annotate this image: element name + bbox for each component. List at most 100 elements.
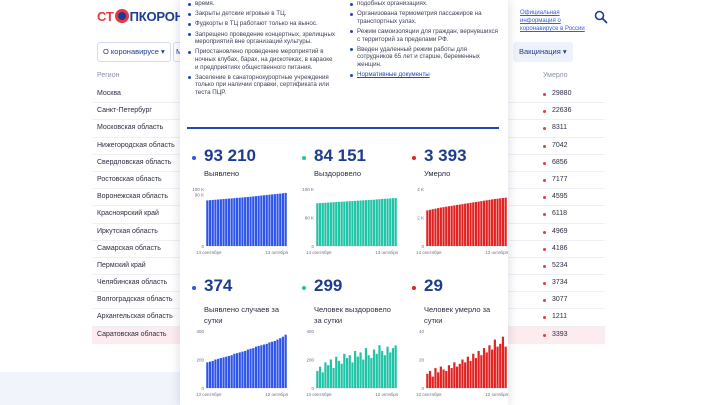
chart-bar bbox=[386, 346, 389, 388]
nav-about-covid[interactable]: О коронавирусе ▾ bbox=[97, 42, 171, 62]
y-tick-label: 400 bbox=[196, 329, 204, 334]
chart-bar bbox=[375, 353, 378, 388]
region-deaths: 5234 bbox=[552, 261, 568, 269]
footer-block bbox=[0, 372, 180, 405]
chart-bar bbox=[211, 360, 214, 388]
region-name: Московская область bbox=[97, 124, 164, 132]
official-info-link[interactable]: Официальная информация о коронавирусе в … bbox=[520, 10, 585, 32]
x-start-label: 13 сентября bbox=[196, 392, 222, 397]
region-name: Иркутская область bbox=[97, 227, 158, 235]
chart-bar bbox=[321, 372, 324, 389]
chart-bar bbox=[206, 200, 209, 246]
restriction-item: Приостановлено проведение мероприятий в … bbox=[187, 48, 335, 71]
region-name: Москва bbox=[97, 90, 121, 97]
chart-bar bbox=[343, 201, 346, 246]
chart-bar bbox=[340, 363, 343, 388]
chart-bar bbox=[279, 338, 282, 389]
chart-bar bbox=[230, 198, 233, 246]
x-end-label: 13 октября bbox=[375, 250, 398, 255]
chart-bar bbox=[442, 207, 445, 246]
chart-bar bbox=[246, 349, 249, 388]
regulatory-docs-link[interactable]: Нормативные документы bbox=[349, 71, 499, 79]
y-tick-label: 4 K bbox=[417, 187, 424, 192]
region-name: Нижегородская область bbox=[97, 141, 175, 149]
chart-bar bbox=[225, 356, 228, 388]
chart-bar bbox=[472, 353, 475, 388]
chart-bar bbox=[431, 209, 434, 246]
mini-bar-chart: 4 K 2 K 014 сентября 13 октября bbox=[416, 187, 508, 255]
region-deaths: 7177 bbox=[552, 175, 568, 183]
chart-bar bbox=[249, 196, 252, 246]
chart-bar bbox=[466, 203, 469, 246]
chart-bar bbox=[348, 355, 351, 388]
chart-bar bbox=[329, 359, 332, 388]
chart-bar bbox=[394, 345, 397, 388]
stat-value: 3 393 bbox=[424, 146, 467, 165]
chart-bar bbox=[327, 202, 330, 246]
restriction-item: Организована термометрия пассажиров на т… bbox=[349, 10, 499, 25]
chart-bar bbox=[362, 200, 365, 246]
deaths-dot-icon bbox=[543, 110, 546, 114]
chart-bar bbox=[262, 195, 266, 246]
chart-bar bbox=[281, 336, 285, 388]
chart-bar bbox=[217, 358, 220, 388]
chart-bar bbox=[222, 199, 225, 246]
chart-bar bbox=[318, 203, 322, 246]
y-tick-label: 200 bbox=[306, 357, 314, 362]
chart-bar bbox=[335, 202, 338, 246]
restrictions-list-left: время. Закрыты детские игровые в ТЦ. Фудко… bbox=[187, 0, 335, 99]
y-tick-label: 0 bbox=[201, 386, 204, 391]
chart-bar bbox=[362, 359, 365, 388]
chart-bar bbox=[359, 352, 362, 389]
search-icon[interactable] bbox=[594, 10, 608, 24]
chart-bar bbox=[271, 341, 274, 388]
stat-label: Выявлено bbox=[204, 169, 240, 178]
chart-bar bbox=[227, 355, 231, 388]
region-name: Красноярский край bbox=[97, 210, 159, 218]
chart-bar bbox=[431, 376, 434, 388]
y-tick-label: 0 bbox=[421, 386, 424, 391]
region-deaths: 3734 bbox=[552, 279, 568, 287]
region-deaths: 7042 bbox=[552, 141, 568, 149]
chart-bar bbox=[367, 355, 370, 388]
chart-bar bbox=[265, 343, 268, 388]
nav-vaccination[interactable]: Вакцинация ▾ bbox=[513, 42, 573, 62]
chart-bar bbox=[276, 339, 279, 388]
chart-bar bbox=[217, 199, 220, 246]
chart-bar bbox=[474, 201, 478, 246]
chart-bar bbox=[464, 203, 467, 246]
chart-bar bbox=[458, 363, 461, 388]
region-deaths: 1211 bbox=[552, 313, 568, 321]
stat-card: 93 210 Выявлено 100 K 90 K 0 14 сентября 13 ок… bbox=[190, 146, 290, 266]
chart-bar bbox=[499, 343, 502, 388]
logo-text-red: СТ bbox=[97, 9, 114, 24]
chart-bar bbox=[271, 194, 274, 246]
chart-bar bbox=[367, 200, 370, 246]
region-deaths: 4969 bbox=[552, 227, 568, 235]
chart-bar bbox=[480, 355, 483, 388]
chart-bar bbox=[496, 346, 499, 388]
restriction-item: Заселение в санаторнокурортные учреждени… bbox=[187, 74, 335, 97]
chart-bar bbox=[316, 203, 319, 246]
chart-bar bbox=[469, 360, 472, 388]
y-tick-label: 100 K bbox=[192, 187, 204, 192]
chart-bar bbox=[230, 355, 233, 388]
chart-bar bbox=[340, 201, 343, 246]
chart-bar bbox=[488, 345, 491, 388]
region-name: Санкт-Петербург bbox=[97, 107, 152, 115]
chart-bar bbox=[389, 198, 392, 246]
y-tick-label: 400 bbox=[306, 329, 314, 334]
chart-bar bbox=[345, 201, 349, 246]
chart-bar bbox=[284, 192, 287, 246]
chart-bar bbox=[447, 206, 451, 246]
chart-bar bbox=[426, 210, 429, 247]
chart-bar bbox=[442, 369, 445, 388]
chart-bar bbox=[458, 204, 461, 246]
col-deaths-header: Умерло bbox=[543, 72, 568, 79]
y-tick-label: 0 bbox=[421, 244, 424, 249]
x-end-label: 13 октября bbox=[265, 250, 288, 255]
chart-bar bbox=[372, 349, 376, 388]
restriction-item: подобных организациях. bbox=[349, 0, 499, 8]
mini-bar-chart: 100 K90 K 014 сентября 13 октября bbox=[192, 187, 288, 255]
chart-bar bbox=[332, 368, 335, 388]
